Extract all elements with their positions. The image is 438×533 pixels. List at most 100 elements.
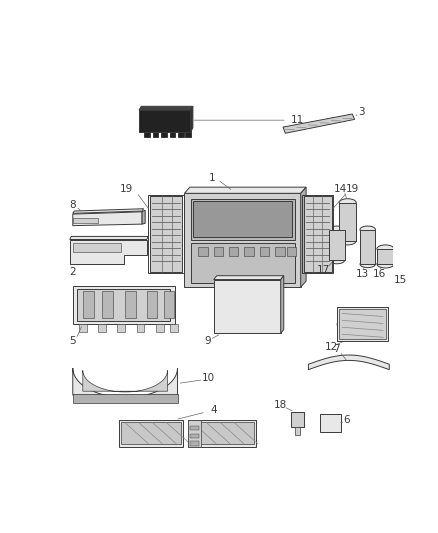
Polygon shape xyxy=(339,203,356,241)
Polygon shape xyxy=(102,291,113,318)
Polygon shape xyxy=(214,247,223,256)
Polygon shape xyxy=(153,132,158,137)
Polygon shape xyxy=(283,114,355,133)
Text: 16: 16 xyxy=(373,269,386,279)
Polygon shape xyxy=(190,426,199,431)
Polygon shape xyxy=(281,276,284,334)
Polygon shape xyxy=(320,414,341,432)
Ellipse shape xyxy=(271,265,288,279)
Ellipse shape xyxy=(240,303,254,314)
Ellipse shape xyxy=(377,245,394,253)
Polygon shape xyxy=(145,132,150,137)
Polygon shape xyxy=(304,196,332,272)
Polygon shape xyxy=(170,324,177,332)
Polygon shape xyxy=(125,291,136,318)
Polygon shape xyxy=(150,196,182,272)
Text: 6: 6 xyxy=(343,415,350,425)
Polygon shape xyxy=(360,230,375,264)
Polygon shape xyxy=(98,324,106,332)
Text: 2: 2 xyxy=(70,267,76,277)
Polygon shape xyxy=(78,289,170,321)
Text: 5: 5 xyxy=(70,336,76,346)
Ellipse shape xyxy=(321,419,329,426)
Polygon shape xyxy=(121,422,180,445)
Polygon shape xyxy=(287,247,296,256)
Ellipse shape xyxy=(360,261,375,268)
Polygon shape xyxy=(295,427,300,435)
Polygon shape xyxy=(276,247,285,256)
Polygon shape xyxy=(191,243,294,284)
Ellipse shape xyxy=(111,217,117,222)
Ellipse shape xyxy=(360,226,375,233)
Polygon shape xyxy=(119,419,183,447)
Polygon shape xyxy=(308,355,389,370)
Polygon shape xyxy=(70,237,148,239)
Text: 1: 1 xyxy=(209,173,215,183)
Polygon shape xyxy=(260,247,269,256)
Polygon shape xyxy=(337,306,389,341)
Ellipse shape xyxy=(400,252,417,269)
Ellipse shape xyxy=(337,322,342,327)
Polygon shape xyxy=(83,370,167,392)
Polygon shape xyxy=(83,291,94,318)
Polygon shape xyxy=(170,132,175,137)
Polygon shape xyxy=(191,106,193,132)
Polygon shape xyxy=(244,247,254,256)
Polygon shape xyxy=(139,110,191,132)
Text: 13: 13 xyxy=(356,269,369,279)
Ellipse shape xyxy=(274,268,285,276)
Ellipse shape xyxy=(130,217,135,222)
Ellipse shape xyxy=(329,257,345,264)
Polygon shape xyxy=(137,324,145,332)
Polygon shape xyxy=(185,132,191,137)
Polygon shape xyxy=(191,199,294,239)
Text: 14: 14 xyxy=(334,184,347,193)
Polygon shape xyxy=(164,291,174,318)
Ellipse shape xyxy=(339,199,356,206)
Polygon shape xyxy=(188,419,201,447)
Text: 9: 9 xyxy=(204,336,211,346)
Ellipse shape xyxy=(205,265,222,279)
Text: 4: 4 xyxy=(210,406,217,415)
Polygon shape xyxy=(214,280,281,334)
Ellipse shape xyxy=(396,247,422,273)
Polygon shape xyxy=(79,324,87,332)
Ellipse shape xyxy=(339,237,356,245)
Ellipse shape xyxy=(121,217,126,222)
Ellipse shape xyxy=(224,289,270,329)
Ellipse shape xyxy=(208,268,219,276)
Polygon shape xyxy=(139,106,193,110)
Text: 11: 11 xyxy=(291,115,304,125)
Text: 7: 7 xyxy=(334,344,340,354)
Text: 8: 8 xyxy=(70,200,76,210)
Polygon shape xyxy=(178,132,184,137)
Text: 3: 3 xyxy=(358,107,365,117)
Polygon shape xyxy=(377,249,394,264)
Polygon shape xyxy=(73,243,120,252)
Polygon shape xyxy=(229,247,238,256)
Ellipse shape xyxy=(377,260,394,268)
Polygon shape xyxy=(73,393,177,403)
Text: 12: 12 xyxy=(325,342,338,352)
Polygon shape xyxy=(147,291,158,318)
Polygon shape xyxy=(339,309,386,339)
Ellipse shape xyxy=(405,256,412,264)
Polygon shape xyxy=(184,187,306,193)
Polygon shape xyxy=(73,368,177,397)
Polygon shape xyxy=(73,286,175,324)
Polygon shape xyxy=(73,209,144,213)
Polygon shape xyxy=(193,201,292,237)
Text: 19: 19 xyxy=(120,184,133,195)
Text: 15: 15 xyxy=(394,274,407,285)
Polygon shape xyxy=(184,193,301,287)
Text: 19: 19 xyxy=(346,184,359,195)
Polygon shape xyxy=(329,230,345,260)
Polygon shape xyxy=(190,441,199,446)
Polygon shape xyxy=(191,422,254,445)
Polygon shape xyxy=(188,419,256,447)
Text: 10: 10 xyxy=(202,373,215,383)
Polygon shape xyxy=(70,239,147,264)
Polygon shape xyxy=(156,324,164,332)
Text: 17: 17 xyxy=(317,265,330,276)
Ellipse shape xyxy=(231,295,263,322)
